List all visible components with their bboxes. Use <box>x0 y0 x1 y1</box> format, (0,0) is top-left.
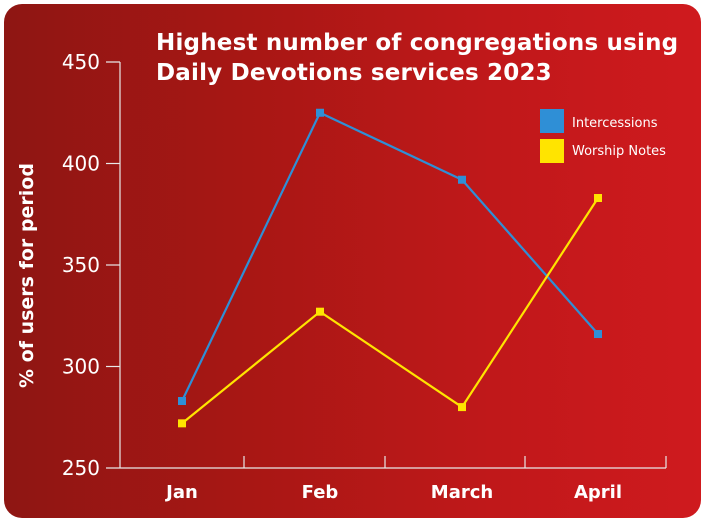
x-tick-label-march: March <box>431 482 493 503</box>
point-intercessions-jan <box>178 397 186 406</box>
legend-label-worship-notes: Worship Notes <box>572 144 666 159</box>
legend-swatch-worship-notes <box>540 139 564 163</box>
series-line-worship-notes <box>181 197 599 425</box>
x-tick-label-jan: Jan <box>164 482 198 503</box>
y-tick-label-450: 450 <box>62 50 100 74</box>
legend-swatch-intercessions <box>540 109 564 133</box>
chart-card: Highest number of congregations using Da… <box>4 4 701 518</box>
point-worship-notes-april <box>594 194 602 203</box>
chart-title-line-2: Daily Devotions services 2023 <box>156 60 552 86</box>
point-intercessions-march <box>458 175 466 184</box>
point-worship-notes-feb <box>316 307 324 316</box>
x-tick-label-feb: Feb <box>302 482 339 503</box>
point-intercessions-april <box>594 330 602 339</box>
legend-label-intercessions: Intercessions <box>572 116 658 131</box>
y-tick-label-350: 350 <box>62 253 100 277</box>
series-line-intercessions <box>181 111 599 402</box>
x-tick-label-april: April <box>574 482 622 503</box>
point-worship-notes-jan <box>178 419 186 428</box>
line-chart: 250 300 350 400 450 Jan Feb March April <box>62 50 667 503</box>
y-tick-label-400: 400 <box>62 152 100 176</box>
point-intercessions-feb <box>316 108 324 117</box>
chart-title-line-1: Highest number of congregations using <box>156 30 679 56</box>
point-worship-notes-march <box>458 403 466 412</box>
y-tick-label-250: 250 <box>62 456 100 480</box>
y-tick-label-300: 300 <box>62 355 100 379</box>
